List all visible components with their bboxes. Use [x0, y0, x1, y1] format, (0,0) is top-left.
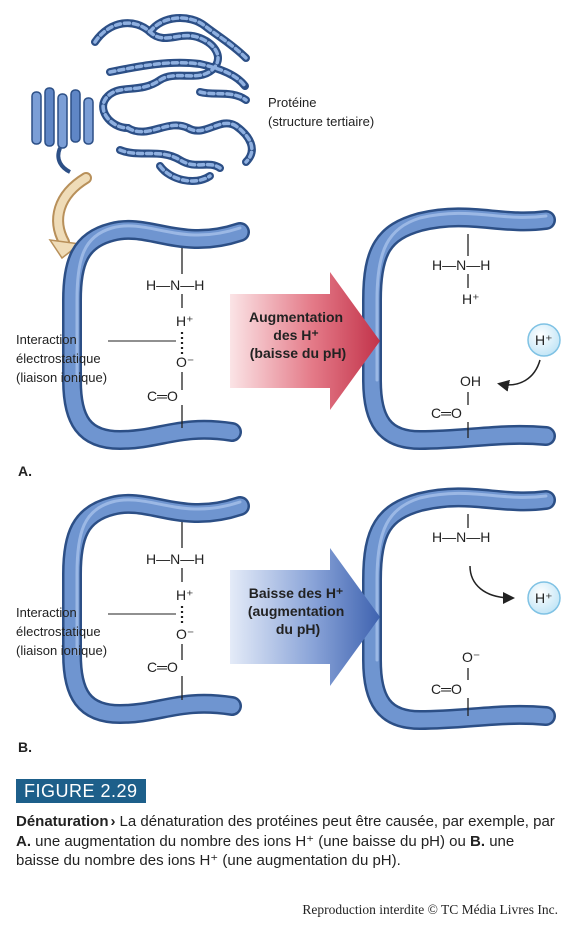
amine-group: H—N—H — [146, 551, 204, 567]
carbonyl-group: C═O — [431, 405, 462, 421]
hydrogen-ion: H⁺ — [176, 313, 194, 329]
free-ion-label: H⁺ — [535, 590, 553, 606]
carbonyl-group: C═O — [147, 659, 178, 675]
interaction-label-b: Interaction électrostatique (liaison ion… — [16, 605, 107, 658]
carboxylate-oxygen: O⁻ — [176, 626, 194, 642]
interaction-label-a: Interaction électrostatique (liaison ion… — [16, 332, 107, 385]
carbonyl-group: C═O — [147, 388, 178, 404]
caption-text-2: une augmentation du nombre des ions H⁺ (… — [31, 832, 471, 850]
base-arrow-text: Baisse des H⁺ (augmentation du pH) — [248, 585, 348, 637]
figure-badge: FIGURE 2.29 — [16, 779, 146, 803]
acid-arrow — [230, 272, 380, 410]
left-strand-a — [62, 219, 250, 451]
caption-text-1: La dénaturation des protéines peut être … — [119, 813, 555, 830]
carboxylate-oxygen: O⁻ — [176, 354, 194, 370]
protein-label: Protéine (structure tertiaire) — [268, 95, 374, 129]
chevron-right-icon: › — [110, 813, 116, 830]
caption-a-marker: A. — [16, 832, 31, 850]
denaturation-diagram: Protéine (structure tertiaire) H—N—H H⁺ … — [16, 13, 561, 755]
carboxylate-oxygen: O⁻ — [462, 649, 480, 665]
carbonyl-group: C═O — [431, 681, 462, 697]
amine-group: H—N—H — [432, 257, 490, 273]
panel-a: H—N—H H⁺ O⁻ C═O Interaction électrostati… — [16, 207, 561, 479]
caption-b-marker: B. — [470, 832, 486, 850]
panel-b: H—N—H H⁺ O⁻ C═O Interaction électrostati… — [16, 487, 561, 755]
figure-caption: Dénaturation › La dénaturation des protéin… — [16, 812, 556, 871]
caption-text-3: une baisse du nombre des ions H⁺ (une au… — [16, 832, 515, 870]
hydrogen-ion: H⁺ — [176, 587, 194, 603]
right-strand-a — [362, 207, 556, 451]
left-strand-b — [62, 493, 250, 725]
zoom-arrow — [48, 172, 92, 260]
base-arrow — [230, 548, 380, 686]
hydrogen-ion-icon — [527, 323, 561, 357]
right-strand-b — [362, 487, 556, 731]
caption-title: Dénaturation — [16, 813, 109, 830]
panel-a-letter: A. — [18, 463, 32, 479]
acid-arrow-text: Augmentation des H⁺ (baisse du pH) — [249, 309, 347, 361]
copyright-credit: Reproduction interdite © TC Média Livres… — [302, 902, 558, 917]
hydrogen-ion: H⁺ — [462, 291, 480, 307]
hydroxyl-group: OH — [460, 373, 481, 389]
amine-group: H—N—H — [432, 529, 490, 545]
amine-group: H—N—H — [146, 277, 204, 293]
protein-structure-icon — [31, 13, 256, 185]
free-ion-label: H⁺ — [535, 332, 553, 348]
hydrogen-ion-icon — [527, 581, 561, 615]
panel-b-letter: B. — [18, 739, 32, 755]
